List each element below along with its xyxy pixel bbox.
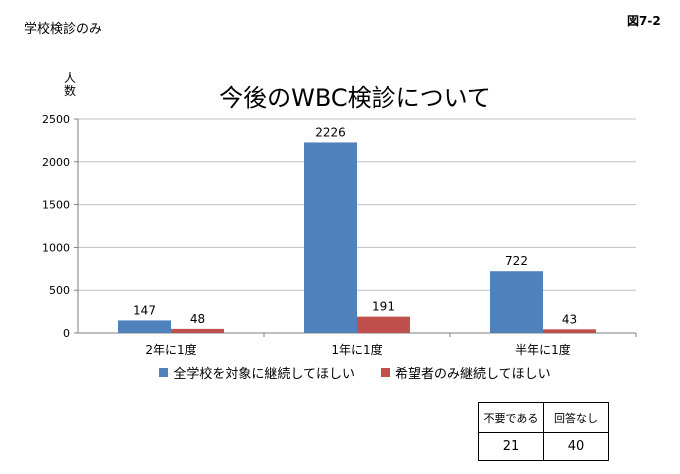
- data-label: 2226: [315, 125, 346, 139]
- x-tick-label: 2年に1度: [145, 342, 196, 357]
- data-label: 191: [372, 300, 395, 314]
- bar-series-2: [171, 328, 224, 333]
- bar-series-2: [543, 329, 596, 333]
- x-tick-label: 1年に1度: [331, 342, 382, 357]
- data-label: 722: [505, 254, 528, 268]
- data-label: 147: [133, 303, 156, 317]
- page-header-label: 学校検診のみ: [24, 22, 103, 37]
- table-value-unnecessary: 21: [478, 432, 544, 461]
- other-answers-table: 不要である 回答なし 21 40: [478, 402, 609, 461]
- legend-item-series-1: 全学校を対象に継続してほしい: [159, 363, 355, 382]
- y-tick-label: 2000: [42, 156, 70, 169]
- y-tick-label: 0: [63, 327, 70, 340]
- table-header-no-answer: 回答なし: [543, 402, 609, 433]
- data-label: 48: [190, 312, 205, 326]
- y-tick-label: 2500: [42, 113, 70, 126]
- legend-label-series-1: 全学校を対象に継続してほしい: [173, 367, 355, 382]
- chart-legend: 全学校を対象に継続してほしい 希望者のみ継続してほしい: [0, 363, 680, 382]
- table-value-row: 21 40: [478, 432, 609, 461]
- legend-label-series-2: 希望者のみ継続してほしい: [395, 367, 551, 382]
- chart-title: 今後のWBC検診について: [219, 84, 491, 112]
- x-tick-label: 半年に1度: [515, 342, 571, 357]
- bar-series-1: [118, 320, 171, 333]
- legend-item-series-2: 希望者のみ継続してほしい: [381, 363, 551, 382]
- bar-series-1: [490, 271, 543, 333]
- table-header-row: 不要である 回答なし: [478, 402, 609, 433]
- y-tick-label: 1500: [42, 199, 70, 212]
- legend-swatch-series-2: [381, 368, 390, 377]
- data-label: 43: [562, 312, 577, 326]
- bar-series-2: [357, 316, 410, 333]
- y-tick-label: 1000: [42, 241, 70, 254]
- bar-series-1: [304, 142, 357, 333]
- y-tick-label: 500: [49, 284, 70, 297]
- figure-number: 図7-2: [627, 14, 661, 28]
- table-value-no-answer: 40: [543, 432, 609, 461]
- legend-swatch-series-1: [159, 368, 169, 377]
- table-header-unnecessary: 不要である: [478, 402, 544, 433]
- y-axis-unit-label: 人数: [63, 71, 76, 98]
